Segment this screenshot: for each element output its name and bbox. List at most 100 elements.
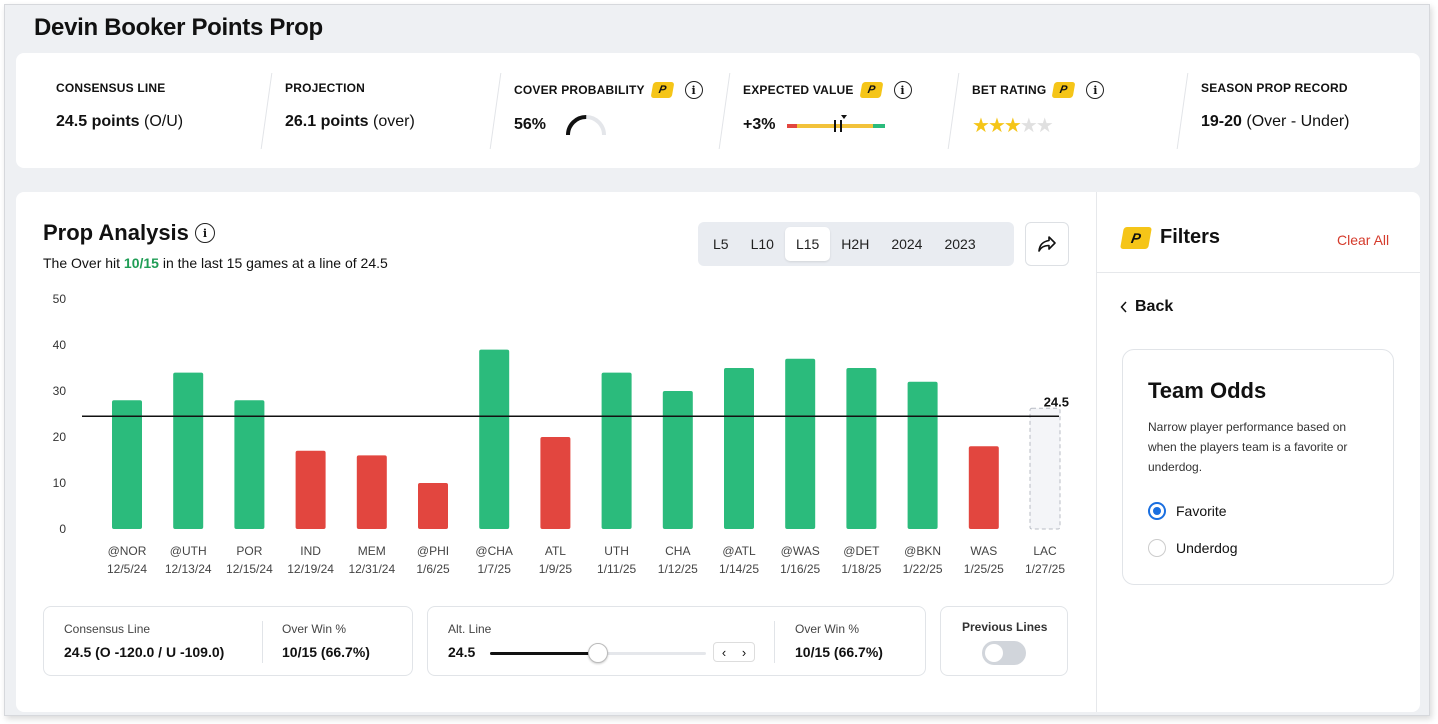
info-icon[interactable]: i xyxy=(893,81,912,99)
stat-label: PROJECTION xyxy=(285,81,366,95)
stat-label: SEASON PROP RECORD xyxy=(1201,81,1348,95)
alt-line-stepper: ‹ › xyxy=(713,642,755,662)
x-tick-date: 1/6/25 xyxy=(416,562,450,576)
tab-2023[interactable]: 2023 xyxy=(944,236,976,252)
x-tick-date: 1/16/25 xyxy=(780,562,820,576)
x-tick-date: 12/19/24 xyxy=(287,562,334,576)
x-tick-opponent: @WAS xyxy=(781,544,820,558)
radio-underdog[interactable]: Underdog xyxy=(1148,539,1238,557)
x-tick-date: 12/5/24 xyxy=(107,562,147,576)
stat-label: CONSENSUS LINE xyxy=(56,81,166,95)
app-window: Devin Booker Points Prop CONSENSUS LINE … xyxy=(4,4,1430,716)
page-title: Devin Booker Points Prop xyxy=(34,14,323,41)
radio-button[interactable] xyxy=(1148,502,1166,520)
stats-bar: CONSENSUS LINE 24.5 points (O/U) PROJECT… xyxy=(16,53,1420,168)
x-tick-date: 1/27/25 xyxy=(1025,562,1065,576)
radio-button[interactable] xyxy=(1148,539,1166,557)
x-tick-date: 1/11/25 xyxy=(597,562,636,576)
bar xyxy=(601,372,632,529)
bar xyxy=(479,349,510,529)
star-icon: ★ xyxy=(1019,115,1038,137)
y-tick-label: 30 xyxy=(53,384,67,398)
radio-favorite[interactable]: Favorite xyxy=(1148,502,1227,520)
star-icon: ★ xyxy=(987,115,1006,137)
x-tick-opponent: @CHA xyxy=(475,544,513,558)
divider xyxy=(1176,73,1189,149)
tab-l15[interactable]: L15 xyxy=(784,227,831,261)
tab-h2h[interactable]: H2H xyxy=(841,236,870,252)
x-tick-opponent: @DET xyxy=(843,544,880,558)
share-button[interactable] xyxy=(1025,222,1069,266)
x-tick-opponent: MEM xyxy=(358,544,386,558)
x-tick-date: 1/22/25 xyxy=(903,562,943,576)
info-icon[interactable]: i xyxy=(684,81,703,99)
bar xyxy=(173,372,204,529)
pro-badge-icon: P xyxy=(1052,82,1076,98)
star-icon: ★ xyxy=(1003,115,1022,137)
bar xyxy=(295,450,326,529)
bar xyxy=(846,368,877,529)
pro-badge-icon: P xyxy=(859,82,884,98)
bar xyxy=(785,358,816,529)
consensus-box: Consensus Line 24.5 (O -120.0 / U -109.0… xyxy=(43,606,413,676)
divider xyxy=(947,73,960,149)
x-tick-date: 1/18/25 xyxy=(841,562,881,576)
consensus-label: Consensus Line xyxy=(64,622,151,636)
x-tick-opponent: @BKN xyxy=(904,544,941,558)
filters-title: Filters xyxy=(1160,226,1221,248)
stat-value: 26.1 points xyxy=(285,113,369,130)
divider xyxy=(489,73,502,149)
info-icon[interactable]: i xyxy=(194,223,215,243)
info-icon[interactable]: i xyxy=(1086,81,1105,99)
clear-all-link[interactable]: Clear All xyxy=(1337,232,1390,248)
team-odds-title: Team Odds xyxy=(1148,378,1267,403)
prop-summary: The Over hit 10/15 in the last 15 games … xyxy=(43,255,388,271)
tab-l5[interactable]: L5 xyxy=(713,236,729,252)
bar xyxy=(112,400,142,529)
share-icon xyxy=(1038,236,1056,252)
y-tick-label: 0 xyxy=(59,522,66,536)
over-win-label: Over Win % xyxy=(795,622,860,636)
x-tick-date: 1/7/25 xyxy=(478,562,512,576)
x-tick-date: 1/9/25 xyxy=(539,562,573,576)
x-tick-date: 12/31/24 xyxy=(348,562,395,576)
divider xyxy=(260,73,273,149)
rating-stars: ★ ★ ★ ★ ★ xyxy=(972,113,1054,138)
star-icon: ★ xyxy=(972,115,990,137)
alt-line-label: Alt. Line xyxy=(448,622,492,636)
tab-2024[interactable]: 2024 xyxy=(891,236,923,252)
bar xyxy=(907,381,938,529)
stat-value: 24.5 points xyxy=(56,113,140,130)
stat-label: COVER PROBABILITY xyxy=(514,83,645,97)
previous-lines-label: Previous Lines xyxy=(962,620,1048,634)
cover-gauge xyxy=(566,114,607,136)
points-chart: 50 40 30 20 10 0 @NOR 12/5/24 @UTH 12/13/24 POR 12/… xyxy=(53,292,1069,576)
y-tick-label: 20 xyxy=(53,430,67,444)
bar xyxy=(724,368,754,529)
chevron-right-icon[interactable]: › xyxy=(741,644,747,660)
bar xyxy=(968,446,999,529)
y-tick-label: 10 xyxy=(53,476,67,490)
x-tick-opponent: IND xyxy=(300,544,321,558)
stat-label: EXPECTED VALUE xyxy=(743,83,854,97)
prop-line-label: 24.5 xyxy=(1044,394,1069,409)
team-odds-card: Team Odds Narrow player performance base… xyxy=(1122,349,1394,585)
x-tick-date: 1/14/25 xyxy=(719,562,759,576)
back-button[interactable]: Back xyxy=(1120,298,1173,316)
alt-line-slider[interactable] xyxy=(490,643,706,663)
x-tick-opponent: @NOR xyxy=(108,544,147,558)
cover-gauge-fill xyxy=(566,114,587,136)
x-tick-date: 1/25/25 xyxy=(964,562,1004,576)
bar xyxy=(418,483,448,529)
pro-badge-icon: P xyxy=(650,82,675,98)
stat-suffix: (Over - Under) xyxy=(1246,113,1350,130)
slider-thumb[interactable] xyxy=(588,643,608,663)
chevron-left-icon[interactable]: ‹ xyxy=(721,644,727,660)
y-tick-label: 40 xyxy=(53,338,67,352)
bar-upcoming xyxy=(1029,407,1061,530)
x-tick-opponent: ATL xyxy=(545,544,566,558)
tab-l10[interactable]: L10 xyxy=(750,236,774,252)
previous-lines-toggle[interactable] xyxy=(982,641,1026,665)
over-win-value: 10/15 (66.7%) xyxy=(795,644,883,660)
previous-lines-box: Previous Lines xyxy=(940,606,1068,676)
